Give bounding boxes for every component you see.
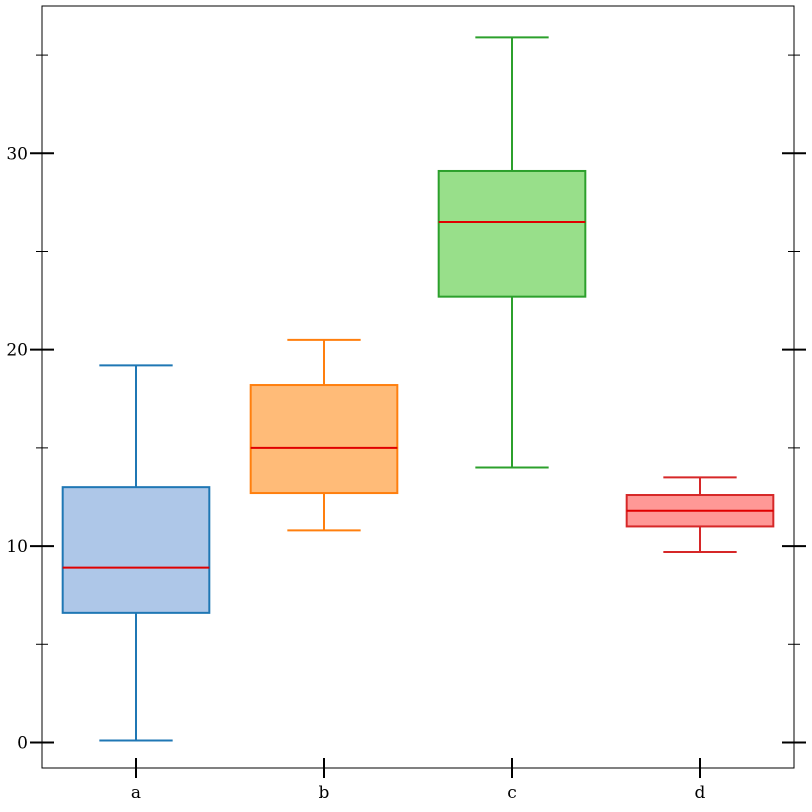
y-axis: 0 10 20 30	[6, 54, 806, 753]
box-b	[249, 338, 399, 532]
x-tick-label: b	[319, 783, 330, 803]
iqr-box	[249, 384, 399, 495]
x-tick-label: c	[507, 783, 517, 803]
y-tick-label: 0	[17, 733, 28, 753]
box-c	[437, 36, 587, 469]
y-tick-label: 20	[6, 341, 28, 361]
iqr-box	[437, 169, 587, 298]
box-d	[625, 476, 775, 553]
x-tick-label: a	[131, 783, 141, 803]
iqr-box	[61, 486, 211, 614]
box-series	[61, 36, 775, 742]
box-a	[61, 364, 211, 742]
y-tick-label: 30	[6, 144, 28, 164]
plot-frame	[41, 5, 795, 769]
x-axis: a b c d	[131, 758, 706, 803]
y-tick-label: 10	[6, 537, 28, 557]
x-tick-label: d	[695, 783, 706, 803]
